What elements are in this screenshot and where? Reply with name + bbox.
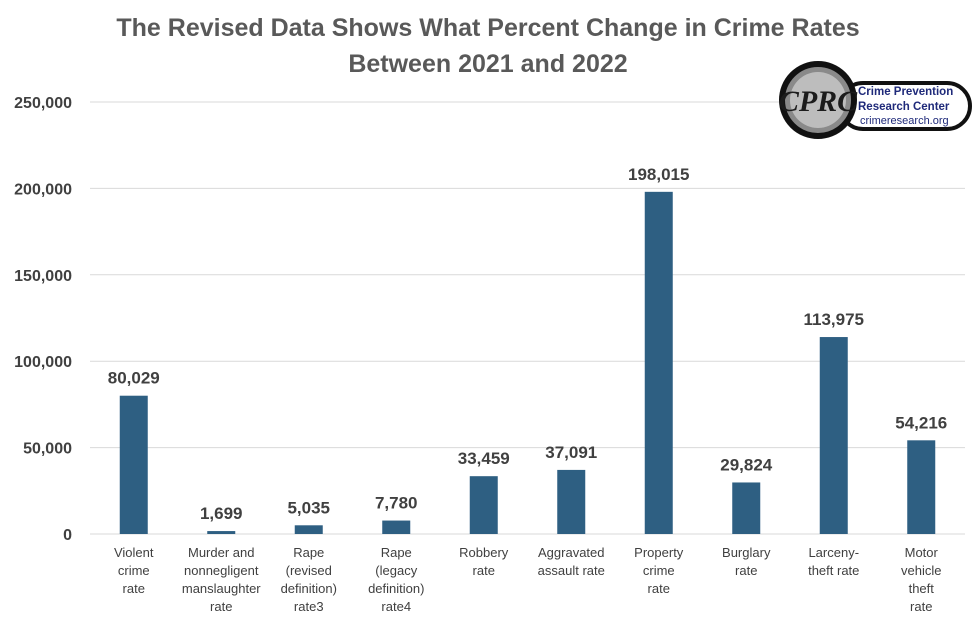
magnifier-lens — [790, 72, 846, 128]
x-tick-label: Burglary rate — [722, 545, 771, 578]
y-tick-label: 100,000 — [14, 354, 72, 371]
x-tick-label-line: Rape — [381, 545, 412, 560]
x-tick-label-line: nonnegligent — [184, 563, 259, 578]
chart-title: The Revised Data Shows What Percent Chan… — [116, 14, 859, 78]
x-tick-label-line: definition) — [281, 581, 337, 596]
x-tick-label: Violent crime rate — [114, 545, 154, 596]
x-tick-label: Robbery rate — [459, 545, 509, 578]
x-tick-label-line: Larceny- — [808, 545, 859, 560]
bar — [819, 337, 848, 534]
x-tick-label: Larceny-theft rate — [808, 545, 859, 578]
x-tick-label-line: Murder and — [188, 545, 254, 560]
bar — [907, 440, 936, 534]
bar — [732, 482, 761, 534]
data-label: 7,780 — [375, 494, 418, 513]
bar — [644, 191, 673, 534]
y-tick-label: 50,000 — [23, 441, 72, 458]
y-tick-label: 200,000 — [14, 181, 72, 198]
x-tick-label: Property crime rate — [634, 545, 684, 596]
x-tick-label: Aggravated assault rate — [538, 545, 605, 578]
logo-line2: Research Center — [858, 101, 950, 113]
bar — [557, 469, 586, 534]
x-tick-label-line: Rape — [293, 545, 324, 560]
x-tick-label-line: Aggravated — [538, 545, 605, 560]
x-tick-label-line: rate — [648, 581, 670, 596]
data-label: 5,035 — [287, 498, 330, 517]
x-tick-label-line: Violent — [114, 545, 154, 560]
x-tick-label: Rape (legacy definition) rate4 — [368, 545, 424, 614]
x-tick-label-line: manslaughter — [182, 581, 261, 596]
x-tick-label-line: Burglary — [722, 545, 771, 560]
y-tick-label: 150,000 — [14, 268, 72, 285]
data-label: 33,459 — [458, 449, 510, 468]
bar — [294, 525, 323, 534]
x-tick-label-line: rate3 — [294, 599, 324, 614]
bar — [469, 476, 498, 534]
x-tick-label-line: rate — [473, 563, 495, 578]
y-tick-label: 0 — [63, 527, 72, 544]
data-label: 37,091 — [545, 443, 597, 462]
x-tick-label-line: (revised — [286, 563, 332, 578]
x-tick-label-line: Property — [634, 545, 684, 560]
x-tick-label-line: vehicle — [901, 563, 941, 578]
data-label: 29,824 — [720, 455, 773, 474]
x-tick-label-line: assault rate — [538, 563, 605, 578]
x-tick-label-line: Robbery — [459, 545, 509, 560]
logo-url: crimeresearch.org — [860, 115, 949, 127]
data-label: 113,975 — [803, 310, 864, 329]
x-tick-label-line: crime — [643, 563, 675, 578]
chart-title-line-2: Between 2021 and 2022 — [348, 50, 627, 78]
y-tick-label: 250,000 — [14, 95, 72, 112]
x-tick-label-line: rate — [735, 563, 757, 578]
bar — [119, 395, 148, 534]
x-tick-label-line: crime — [118, 563, 150, 578]
x-tick-label-line: rate4 — [381, 599, 411, 614]
x-tick-label: Murder and nonnegligent manslaughter rate — [182, 545, 261, 614]
x-tick-label-line: theft rate — [808, 563, 859, 578]
bar — [207, 531, 236, 534]
data-labels: 80,029 1,699 5,035 7,780 33,459 37,091 198,015… — [108, 165, 948, 523]
gridlines — [90, 101, 965, 535]
x-tick-label-line: rate — [910, 599, 932, 614]
x-tick-label: Rape (revised definition) rate3 — [281, 545, 337, 614]
x-tick-label-line: (legacy — [375, 563, 417, 578]
x-tick-label-line: theft — [909, 581, 935, 596]
data-label: 198,015 — [628, 165, 689, 184]
chart-title-line-1: The Revised Data Shows What Percent Chan… — [116, 14, 859, 42]
x-tick-label-line: rate — [123, 581, 145, 596]
x-tick-label-line: Motor — [905, 545, 939, 560]
x-tick-label-line: definition) — [368, 581, 424, 596]
data-label: 1,699 — [200, 504, 243, 523]
logo-monogram: CPRC — [779, 85, 858, 118]
x-axis-category-labels: Violent crime rate Murder and nonnegligent ma… — [114, 545, 941, 614]
data-label: 80,029 — [108, 369, 160, 388]
y-axis-tick-labels: 0 50,000 100,000 150,000 200,000 250,000 — [14, 95, 72, 544]
logo-line1: Crime Prevention — [858, 86, 953, 98]
cprc-logo: CPRC Crime Prevention Research Center cr… — [779, 61, 972, 139]
x-tick-label: Motor vehicle theft rate — [901, 545, 941, 614]
bar — [382, 520, 411, 534]
x-tick-label-line: rate — [210, 599, 232, 614]
data-label: 54,216 — [895, 413, 947, 432]
bars — [119, 191, 936, 534]
